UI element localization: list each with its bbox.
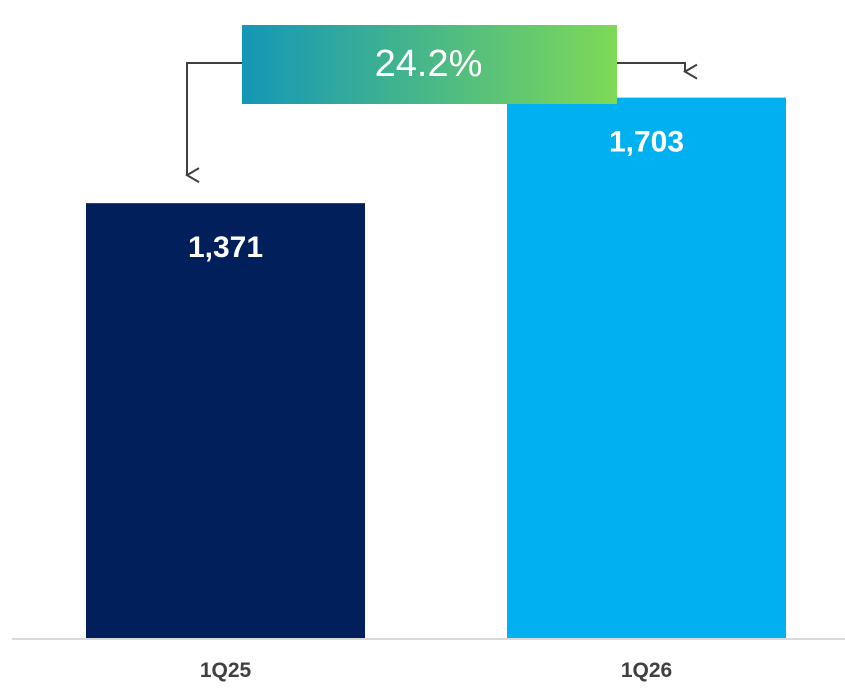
growth-badge xyxy=(242,25,617,104)
bars-layer: 1,371 1,703 xyxy=(86,97,786,640)
bar-1q26 xyxy=(507,97,786,640)
category-labels: 1Q25 1Q26 xyxy=(200,659,672,682)
growth-percent-label: 24.2% xyxy=(375,43,483,85)
growth-annotation: 24.2% xyxy=(185,25,698,184)
data-label-1q25: 1,371 xyxy=(188,231,263,264)
category-label-1q25: 1Q25 xyxy=(200,659,252,682)
category-label-1q26: 1Q26 xyxy=(621,659,672,682)
data-label-1q26: 1,703 xyxy=(609,126,684,159)
arrow-right xyxy=(617,62,698,80)
arrow-left xyxy=(185,62,242,184)
bar-1q25 xyxy=(86,203,365,639)
